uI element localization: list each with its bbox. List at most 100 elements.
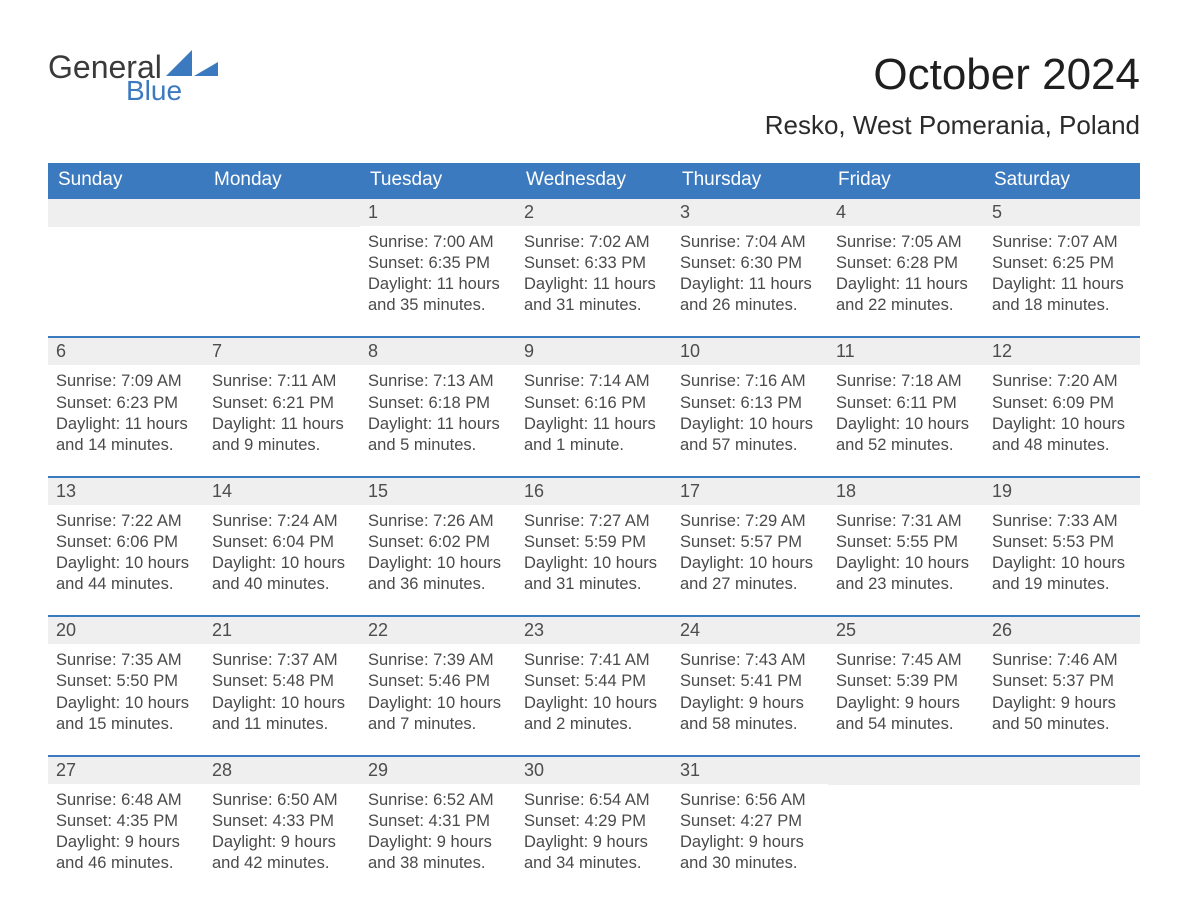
day-body: Sunrise: 7:16 AMSunset: 6:13 PMDaylight:…	[672, 365, 828, 459]
sunset-line: Sunset: 4:29 PM	[524, 811, 664, 832]
sunset-line: Sunset: 6:30 PM	[680, 253, 820, 274]
sunrise-line: Sunrise: 7:35 AM	[56, 650, 196, 671]
day-body: Sunrise: 6:56 AMSunset: 4:27 PMDaylight:…	[672, 784, 828, 878]
day-body: Sunrise: 7:09 AMSunset: 6:23 PMDaylight:…	[48, 365, 204, 459]
day-number: 8	[360, 338, 516, 365]
sunrise-line: Sunrise: 7:13 AM	[368, 371, 508, 392]
daylight-line: Daylight: 9 hours and 38 minutes.	[368, 832, 508, 874]
day-cell: 1Sunrise: 7:00 AMSunset: 6:35 PMDaylight…	[360, 199, 516, 320]
day-number: 5	[984, 199, 1140, 226]
day-cell: 9Sunrise: 7:14 AMSunset: 6:16 PMDaylight…	[516, 338, 672, 459]
sunrise-line: Sunrise: 7:05 AM	[836, 232, 976, 253]
day-number	[828, 757, 984, 785]
sunrise-line: Sunrise: 7:26 AM	[368, 511, 508, 532]
daylight-line: Daylight: 9 hours and 50 minutes.	[992, 693, 1132, 735]
day-body: Sunrise: 7:43 AMSunset: 5:41 PMDaylight:…	[672, 644, 828, 738]
day-cell: 22Sunrise: 7:39 AMSunset: 5:46 PMDayligh…	[360, 617, 516, 738]
day-number: 15	[360, 478, 516, 505]
daylight-line: Daylight: 10 hours and 11 minutes.	[212, 693, 352, 735]
sunrise-line: Sunrise: 7:24 AM	[212, 511, 352, 532]
day-number: 23	[516, 617, 672, 644]
sunset-line: Sunset: 6:06 PM	[56, 532, 196, 553]
sunset-line: Sunset: 6:13 PM	[680, 393, 820, 414]
page-subtitle: Resko, West Pomerania, Poland	[765, 110, 1140, 141]
day-cell: 6Sunrise: 7:09 AMSunset: 6:23 PMDaylight…	[48, 338, 204, 459]
daylight-line: Daylight: 10 hours and 15 minutes.	[56, 693, 196, 735]
weekday-header: Monday	[204, 163, 360, 199]
day-cell: 30Sunrise: 6:54 AMSunset: 4:29 PMDayligh…	[516, 757, 672, 878]
day-body: Sunrise: 7:04 AMSunset: 6:30 PMDaylight:…	[672, 226, 828, 320]
daylight-line: Daylight: 10 hours and 57 minutes.	[680, 414, 820, 456]
sunrise-line: Sunrise: 7:07 AM	[992, 232, 1132, 253]
week-row: 27Sunrise: 6:48 AMSunset: 4:35 PMDayligh…	[48, 755, 1140, 878]
brand-word-blue: Blue	[126, 77, 220, 105]
daylight-line: Daylight: 10 hours and 36 minutes.	[368, 553, 508, 595]
sunrise-line: Sunrise: 6:52 AM	[368, 790, 508, 811]
day-cell: 7Sunrise: 7:11 AMSunset: 6:21 PMDaylight…	[204, 338, 360, 459]
day-number: 26	[984, 617, 1140, 644]
day-body: Sunrise: 7:29 AMSunset: 5:57 PMDaylight:…	[672, 505, 828, 599]
day-body	[48, 227, 204, 237]
page: General Blue October 2024 Resko, West Po…	[0, 0, 1188, 918]
sunset-line: Sunset: 5:57 PM	[680, 532, 820, 553]
daylight-line: Daylight: 11 hours and 22 minutes.	[836, 274, 976, 316]
day-cell	[48, 199, 204, 320]
day-number: 29	[360, 757, 516, 784]
sunrise-line: Sunrise: 6:54 AM	[524, 790, 664, 811]
day-number	[984, 757, 1140, 785]
daylight-line: Daylight: 9 hours and 58 minutes.	[680, 693, 820, 735]
daylight-line: Daylight: 10 hours and 19 minutes.	[992, 553, 1132, 595]
sunset-line: Sunset: 5:50 PM	[56, 671, 196, 692]
sunset-line: Sunset: 6:23 PM	[56, 393, 196, 414]
day-cell: 21Sunrise: 7:37 AMSunset: 5:48 PMDayligh…	[204, 617, 360, 738]
daylight-line: Daylight: 10 hours and 52 minutes.	[836, 414, 976, 456]
day-cell: 4 Sunrise: 7:05 AMSunset: 6:28 PMDaylight…	[828, 199, 984, 320]
day-body: Sunrise: 7:27 AMSunset: 5:59 PMDaylight:…	[516, 505, 672, 599]
page-title: October 2024	[765, 50, 1140, 100]
day-cell: 8Sunrise: 7:13 AMSunset: 6:18 PMDaylight…	[360, 338, 516, 459]
day-cell: 15Sunrise: 7:26 AMSunset: 6:02 PMDayligh…	[360, 478, 516, 599]
sunrise-line: Sunrise: 6:56 AM	[680, 790, 820, 811]
sunset-line: Sunset: 4:33 PM	[212, 811, 352, 832]
day-cell: 31Sunrise: 6:56 AMSunset: 4:27 PMDayligh…	[672, 757, 828, 878]
day-number: 24	[672, 617, 828, 644]
day-number: 6	[48, 338, 204, 365]
weekday-header: Tuesday	[360, 163, 516, 199]
day-number: 19	[984, 478, 1140, 505]
day-body: Sunrise: 7:45 AMSunset: 5:39 PMDaylight:…	[828, 644, 984, 738]
brand-sail-icon	[166, 50, 220, 78]
day-body: Sunrise: 7:37 AMSunset: 5:48 PMDaylight:…	[204, 644, 360, 738]
week-row: 1Sunrise: 7:00 AMSunset: 6:35 PMDaylight…	[48, 199, 1140, 320]
day-cell: 10Sunrise: 7:16 AMSunset: 6:13 PMDayligh…	[672, 338, 828, 459]
brand-logo: General Blue	[48, 50, 220, 105]
daylight-line: Daylight: 11 hours and 9 minutes.	[212, 414, 352, 456]
day-body: Sunrise: 7:07 AMSunset: 6:25 PMDaylight:…	[984, 226, 1140, 320]
topbar: General Blue October 2024 Resko, West Po…	[48, 50, 1140, 141]
sunset-line: Sunset: 5:53 PM	[992, 532, 1132, 553]
day-body: Sunrise: 7:20 AMSunset: 6:09 PMDaylight:…	[984, 365, 1140, 459]
daylight-line: Daylight: 11 hours and 1 minute.	[524, 414, 664, 456]
sunrise-line: Sunrise: 7:41 AM	[524, 650, 664, 671]
day-number	[48, 199, 204, 227]
weekday-header: Saturday	[984, 163, 1140, 199]
day-cell: 11Sunrise: 7:18 AMSunset: 6:11 PMDayligh…	[828, 338, 984, 459]
day-number: 20	[48, 617, 204, 644]
day-number: 9	[516, 338, 672, 365]
day-cell	[828, 757, 984, 878]
day-cell: 28Sunrise: 6:50 AMSunset: 4:33 PMDayligh…	[204, 757, 360, 878]
day-body: Sunrise: 7:24 AMSunset: 6:04 PMDaylight:…	[204, 505, 360, 599]
day-body: Sunrise: 6:52 AMSunset: 4:31 PMDaylight:…	[360, 784, 516, 878]
sunrise-line: Sunrise: 7:20 AM	[992, 371, 1132, 392]
sunset-line: Sunset: 6:11 PM	[836, 393, 976, 414]
sunrise-line: Sunrise: 7:39 AM	[368, 650, 508, 671]
sunset-line: Sunset: 6:28 PM	[836, 253, 976, 274]
sunrise-line: Sunrise: 7:29 AM	[680, 511, 820, 532]
day-number: 4	[828, 199, 984, 226]
sunset-line: Sunset: 5:59 PM	[524, 532, 664, 553]
weekday-header: Sunday	[48, 163, 204, 199]
sunset-line: Sunset: 6:25 PM	[992, 253, 1132, 274]
day-cell: 19Sunrise: 7:33 AMSunset: 5:53 PMDayligh…	[984, 478, 1140, 599]
day-cell: 26Sunrise: 7:46 AMSunset: 5:37 PMDayligh…	[984, 617, 1140, 738]
daylight-line: Daylight: 10 hours and 40 minutes.	[212, 553, 352, 595]
day-number: 27	[48, 757, 204, 784]
